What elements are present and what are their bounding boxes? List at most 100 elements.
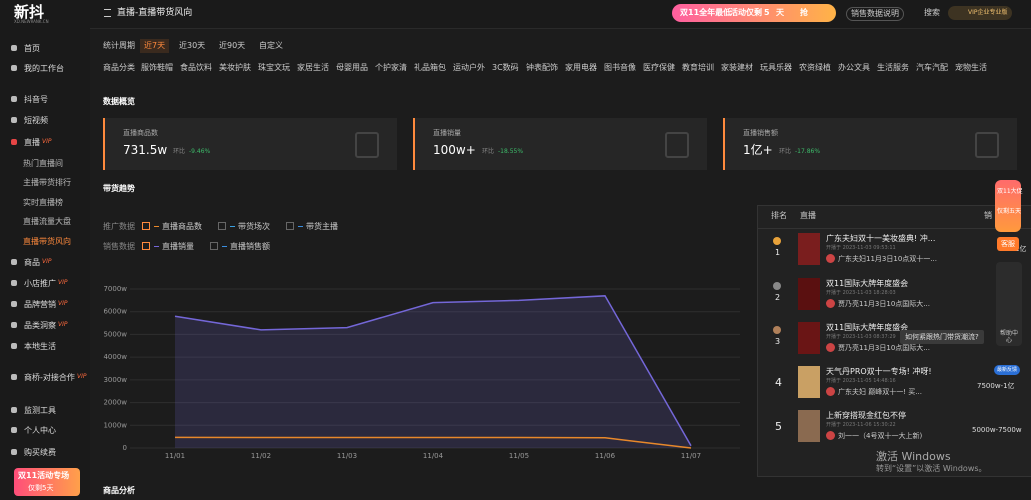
category-option[interactable]: 教育培训 bbox=[682, 63, 714, 72]
cover bbox=[798, 366, 820, 398]
medal bbox=[773, 237, 781, 245]
legend-item[interactable]: 直播销量 bbox=[162, 242, 194, 251]
category-option[interactable]: 钟表配饰 bbox=[526, 63, 558, 72]
promo-text: 抢 bbox=[800, 8, 808, 17]
float-button[interactable]: 最新反馈 bbox=[994, 365, 1021, 375]
card-value: 1亿+ bbox=[743, 143, 773, 157]
anchor-name[interactable]: 贾乃亮11月3日10点国际大... bbox=[838, 344, 930, 352]
category-option[interactable]: 图书音像 bbox=[604, 63, 636, 72]
nav-item[interactable]: 商品 bbox=[24, 258, 40, 267]
category-option[interactable]: 服饰鞋帽 bbox=[141, 63, 173, 72]
nav-item[interactable]: 短视频 bbox=[24, 116, 48, 125]
header-bar bbox=[0, 0, 1031, 29]
period-option[interactable]: 近90天 bbox=[219, 41, 246, 50]
category-option[interactable]: 运动户外 bbox=[453, 63, 485, 72]
float-text[interactable]: 帮助中心 bbox=[999, 330, 1018, 345]
nav-icon bbox=[11, 407, 17, 413]
card-value: 731.5w bbox=[123, 143, 168, 157]
promo-banner[interactable]: 双11全年最低 活动仅剩 5 天 抢 bbox=[672, 4, 836, 22]
nav-item[interactable]: 商桥-对接合作 bbox=[24, 373, 75, 382]
promo-text: 双11活动专场 bbox=[18, 471, 70, 480]
live-time: 开播于 2023-11-06 15:30:22 bbox=[826, 422, 896, 428]
checkbox[interactable] bbox=[210, 242, 218, 250]
category-option[interactable]: 农资绿植 bbox=[799, 63, 831, 72]
category-option[interactable]: 礼品箱包 bbox=[414, 63, 446, 72]
legend-dash bbox=[230, 226, 235, 227]
category-option[interactable]: 珠宝文玩 bbox=[258, 63, 290, 72]
nav-item[interactable]: 实时直播榜 bbox=[23, 198, 63, 207]
nav-item[interactable]: 直播 bbox=[24, 138, 40, 147]
category-option[interactable]: 玩具乐器 bbox=[760, 63, 792, 72]
nav-item[interactable]: 主播带货排行 bbox=[23, 178, 71, 187]
live-title[interactable]: 双11国际大牌年度盛会 bbox=[826, 279, 909, 288]
x-tick-label: 11/07 bbox=[681, 452, 701, 460]
float-bar bbox=[996, 262, 1022, 346]
category-option[interactable]: 家装建材 bbox=[721, 63, 753, 72]
nav-item[interactable]: 直播带货风向 bbox=[23, 237, 71, 246]
nav-icon bbox=[11, 259, 17, 265]
header-link[interactable]: 销售数据说明 bbox=[846, 7, 904, 21]
float-button[interactable]: 客服 bbox=[997, 237, 1019, 252]
live-title[interactable]: 上新穿搭现金红包不停 bbox=[826, 411, 906, 420]
checkbox[interactable] bbox=[286, 222, 294, 230]
rank-number: 1 bbox=[775, 248, 781, 257]
nav-item[interactable]: 我的工作台 bbox=[24, 64, 64, 73]
nav-item[interactable]: 监测工具 bbox=[24, 406, 56, 415]
stat-card: 直播销量 100w+ 环比 -18.55% bbox=[413, 118, 707, 170]
nav-item[interactable]: 热门直播间 bbox=[23, 159, 63, 168]
vip-badge[interactable]: VIP企业专业版 bbox=[948, 6, 1012, 20]
category-option[interactable]: 美妆护肤 bbox=[219, 63, 251, 72]
checkbox[interactable] bbox=[142, 222, 150, 230]
nav-icon bbox=[11, 427, 17, 433]
vip-badge: VIP bbox=[58, 321, 68, 328]
nav-item[interactable]: 个人中心 bbox=[24, 426, 56, 435]
anchor-name[interactable]: 刘一一（4号双十一大上新) bbox=[838, 432, 923, 440]
period-option[interactable]: 近7天 bbox=[140, 39, 170, 53]
live-title[interactable]: 广东夫妇双十一美妆盛典! 冲... bbox=[826, 234, 936, 243]
category-option[interactable]: 医疗保健 bbox=[643, 63, 675, 72]
nav-item[interactable]: 品类洞察 bbox=[24, 321, 56, 330]
nav-item[interactable]: 品牌营销 bbox=[24, 300, 56, 309]
period-option[interactable]: 自定义 bbox=[259, 41, 283, 50]
nav-item[interactable]: 购买续费 bbox=[24, 448, 56, 457]
live-title[interactable]: 天气丹PRO双十一专场! 冲呀! bbox=[826, 367, 932, 376]
checkbox[interactable] bbox=[218, 222, 226, 230]
rank-number: 2 bbox=[775, 293, 781, 302]
period-option[interactable]: 近30天 bbox=[179, 41, 206, 50]
anchor-name[interactable]: 广东夫妇11月3日10点双十一... bbox=[838, 255, 937, 263]
logo: 新抖 bbox=[14, 3, 45, 21]
card-icon bbox=[975, 132, 999, 158]
anchor-name[interactable]: 广东夫妇 巅峰双十一! 买... bbox=[838, 388, 922, 396]
x-tick-label: 11/06 bbox=[595, 452, 616, 460]
avatar bbox=[826, 431, 835, 440]
nav-item[interactable]: 小店推广 bbox=[24, 279, 56, 288]
nav-item[interactable]: 直播流量大盘 bbox=[23, 217, 71, 226]
menu-icon bbox=[104, 9, 111, 17]
promo-text: 双11全年最低 bbox=[680, 8, 732, 17]
anchor-name[interactable]: 贾乃亮11月3日10点国际大... bbox=[838, 300, 930, 308]
header-link[interactable]: 搜索 bbox=[924, 8, 940, 17]
category-option[interactable]: 办公文具 bbox=[838, 63, 870, 72]
nav-item[interactable]: 本地生活 bbox=[24, 342, 56, 351]
sidebar-promo[interactable]: 双11活动专场 仅剩5天 bbox=[14, 468, 80, 496]
legend-item[interactable]: 直播销售额 bbox=[230, 242, 270, 251]
legend-item[interactable]: 带货场次 bbox=[238, 222, 270, 231]
category-option[interactable]: 个护家清 bbox=[375, 63, 407, 72]
legend-item[interactable]: 带货主播 bbox=[306, 222, 338, 231]
legend-dash bbox=[154, 246, 159, 247]
card-icon bbox=[665, 132, 689, 158]
category-option[interactable]: 宠物生活 bbox=[955, 63, 987, 72]
category-option[interactable]: 家居生活 bbox=[297, 63, 329, 72]
nav-item[interactable]: 抖音号 bbox=[24, 95, 48, 104]
category-option[interactable]: 汽车汽配 bbox=[916, 63, 948, 72]
float-promo[interactable]: 双11大促 仅剩五天 bbox=[995, 180, 1023, 232]
legend-item[interactable]: 直播商品数 bbox=[162, 222, 202, 231]
checkbox[interactable] bbox=[142, 242, 150, 250]
nav-item[interactable]: 首页 bbox=[24, 44, 40, 53]
category-option[interactable]: 生活服务 bbox=[877, 63, 909, 72]
category-option[interactable]: 母婴用品 bbox=[336, 63, 368, 72]
category-option[interactable]: 家用电器 bbox=[565, 63, 597, 72]
category-option[interactable]: 3C数码 bbox=[492, 63, 519, 72]
live-title[interactable]: 双11国际大牌年度盛会 bbox=[826, 323, 909, 332]
category-option[interactable]: 食品饮料 bbox=[180, 63, 212, 72]
